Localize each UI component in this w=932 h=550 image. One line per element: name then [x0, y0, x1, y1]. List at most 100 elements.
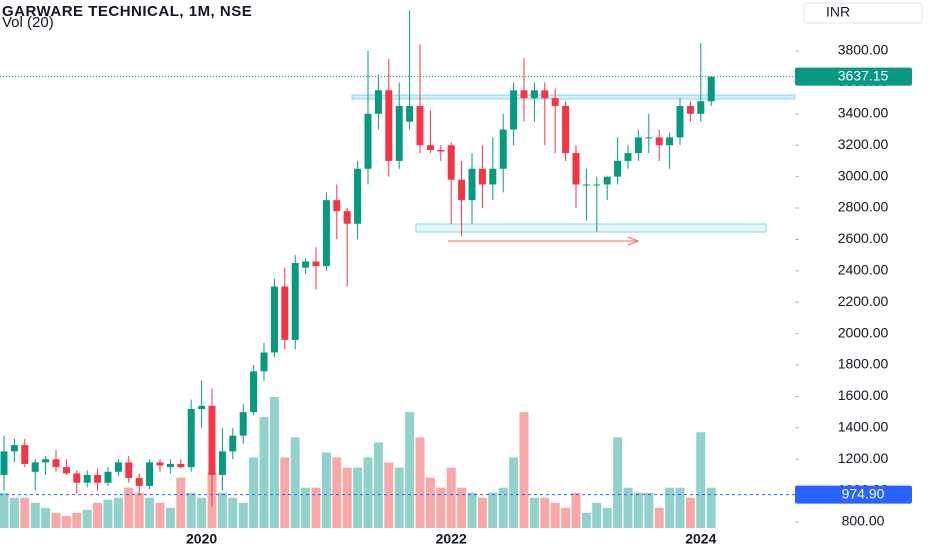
candle-body — [198, 405, 206, 409]
candles-layer — [0, 10, 795, 507]
candle-body — [218, 451, 226, 475]
volume-bar — [498, 487, 508, 528]
candle-body — [624, 153, 632, 161]
last-price-box — [795, 67, 912, 86]
currency-box[interactable] — [803, 2, 923, 24]
candle-body — [354, 168, 362, 224]
x-tick-label: 2024 — [685, 531, 716, 547]
volume-bar — [145, 497, 155, 528]
volume-bar — [113, 497, 123, 528]
candle-body — [426, 145, 434, 150]
candle-body — [125, 462, 133, 479]
volume-bar — [72, 512, 82, 528]
volume-bar — [228, 497, 238, 528]
candle-body — [10, 445, 18, 452]
candle-body — [541, 90, 549, 99]
y-tick-label: 3000.00 — [838, 167, 889, 183]
marker-label: 974.90 — [842, 485, 885, 501]
volume-bar — [561, 507, 571, 528]
candle-body — [374, 90, 382, 114]
candle-body — [530, 90, 538, 99]
candle-body — [572, 153, 580, 185]
candle-body — [229, 435, 237, 452]
candle-body — [437, 149, 445, 152]
candle-body — [520, 90, 528, 99]
volume-bar — [477, 497, 487, 528]
candle-body — [562, 105, 570, 154]
y-tick-label: 2800.00 — [838, 199, 889, 215]
candle-body — [468, 168, 476, 201]
candle-body — [447, 145, 455, 180]
currency-label[interactable]: INR — [826, 4, 850, 20]
volume-bar — [685, 497, 695, 528]
candle-body — [260, 352, 268, 372]
volume-bar — [165, 507, 175, 528]
candle-body — [395, 105, 403, 161]
volume-bar — [342, 467, 352, 528]
candle-body — [603, 176, 611, 185]
candle-body — [707, 76, 715, 102]
y-tick-label: 1400.00 — [838, 419, 889, 435]
candle-body — [333, 200, 341, 212]
volume-bar — [103, 499, 113, 528]
volume-bar — [311, 487, 321, 528]
volume-bar — [696, 432, 706, 528]
volume-bar — [41, 507, 51, 528]
candle-body — [31, 462, 39, 472]
volume-bar — [61, 515, 71, 528]
volume-bar — [301, 487, 311, 528]
candle-body — [83, 474, 91, 483]
candle-body — [239, 412, 247, 436]
volume-bar — [155, 502, 165, 528]
candle-body — [208, 405, 216, 475]
y-tick-label: 3200.00 — [838, 136, 889, 152]
volume-bar — [436, 487, 446, 528]
candle-body — [322, 200, 330, 267]
volume-bar — [550, 502, 560, 528]
last-price-label: 3637.15 — [838, 67, 889, 83]
candle-body — [0, 451, 8, 475]
candle-body — [52, 459, 60, 468]
x-tick-label: 2020 — [186, 531, 217, 547]
projection-arrow — [448, 236, 640, 246]
candle-body — [146, 462, 154, 486]
candle-body — [416, 105, 424, 146]
volume-bar — [581, 512, 591, 528]
candle-body — [666, 137, 674, 146]
y-tick-label: 1800.00 — [838, 356, 889, 372]
volume-bar — [384, 462, 394, 528]
candle-body — [156, 462, 164, 466]
volume-bar — [51, 512, 61, 528]
volume-layer — [0, 397, 716, 528]
candle-body — [135, 478, 143, 486]
candle-body — [250, 371, 258, 413]
candle-body — [645, 137, 653, 139]
marker-box — [795, 485, 912, 504]
arrow-head — [627, 236, 640, 246]
volume-bar — [644, 492, 654, 528]
volume-bar — [623, 487, 633, 528]
volume-bar — [353, 467, 363, 528]
candle-body — [364, 113, 372, 169]
volume-bar — [217, 492, 227, 528]
volume-bar — [373, 442, 383, 528]
candle-body — [166, 463, 174, 468]
volume-bar — [509, 457, 519, 528]
volume-bar — [529, 497, 539, 528]
candle-body — [676, 105, 684, 138]
candle-body — [582, 184, 590, 186]
volume-bar — [665, 487, 675, 528]
volume-bar — [176, 477, 186, 528]
volume-bar — [602, 507, 612, 528]
volume-bar — [415, 437, 425, 528]
candle-body — [686, 105, 694, 114]
volume-bar — [238, 502, 248, 528]
y-tick-label: 3400.00 — [838, 105, 889, 121]
volume-bar — [394, 467, 404, 528]
y-tick-label: 800.00 — [842, 513, 885, 529]
y-tick-label: 2200.00 — [838, 293, 889, 309]
volume-bar — [269, 397, 279, 528]
y-tick-label: 1600.00 — [838, 387, 889, 403]
volume-bar — [134, 492, 144, 528]
